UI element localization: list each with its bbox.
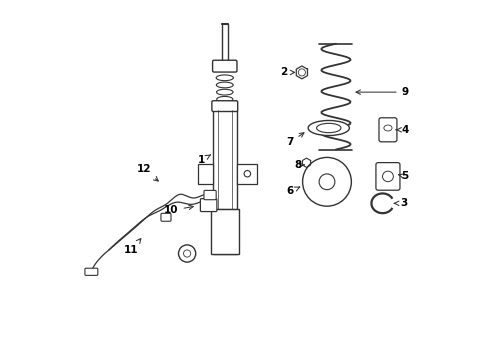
Circle shape	[302, 157, 351, 206]
Circle shape	[319, 174, 334, 190]
Text: 3: 3	[393, 198, 407, 208]
Ellipse shape	[216, 96, 232, 102]
Text: 9: 9	[355, 87, 408, 97]
Bar	[210, 209, 238, 253]
FancyBboxPatch shape	[375, 163, 399, 190]
Text: 1: 1	[198, 155, 210, 165]
Text: 7: 7	[286, 133, 304, 147]
Text: 6: 6	[286, 186, 299, 197]
Ellipse shape	[316, 123, 340, 133]
Ellipse shape	[216, 82, 233, 88]
Text: 4: 4	[395, 125, 408, 135]
Bar	[212, 110, 236, 253]
Circle shape	[183, 250, 190, 257]
Ellipse shape	[382, 171, 392, 182]
FancyBboxPatch shape	[211, 101, 237, 112]
FancyBboxPatch shape	[161, 213, 171, 221]
Text: 11: 11	[124, 239, 141, 255]
FancyBboxPatch shape	[85, 268, 98, 275]
FancyBboxPatch shape	[212, 60, 237, 72]
FancyBboxPatch shape	[200, 199, 217, 212]
Circle shape	[178, 245, 195, 262]
FancyBboxPatch shape	[203, 190, 216, 200]
Ellipse shape	[216, 75, 233, 81]
Text: 2: 2	[280, 67, 294, 77]
Text: 10: 10	[164, 205, 193, 216]
Ellipse shape	[216, 89, 233, 95]
Text: 12: 12	[137, 164, 158, 181]
FancyBboxPatch shape	[378, 118, 396, 142]
Ellipse shape	[383, 125, 391, 131]
Polygon shape	[198, 164, 212, 184]
Ellipse shape	[307, 121, 349, 135]
Polygon shape	[236, 164, 257, 184]
Circle shape	[244, 171, 250, 177]
Circle shape	[298, 69, 305, 76]
Text: 8: 8	[293, 160, 304, 170]
Text: 5: 5	[398, 171, 408, 181]
